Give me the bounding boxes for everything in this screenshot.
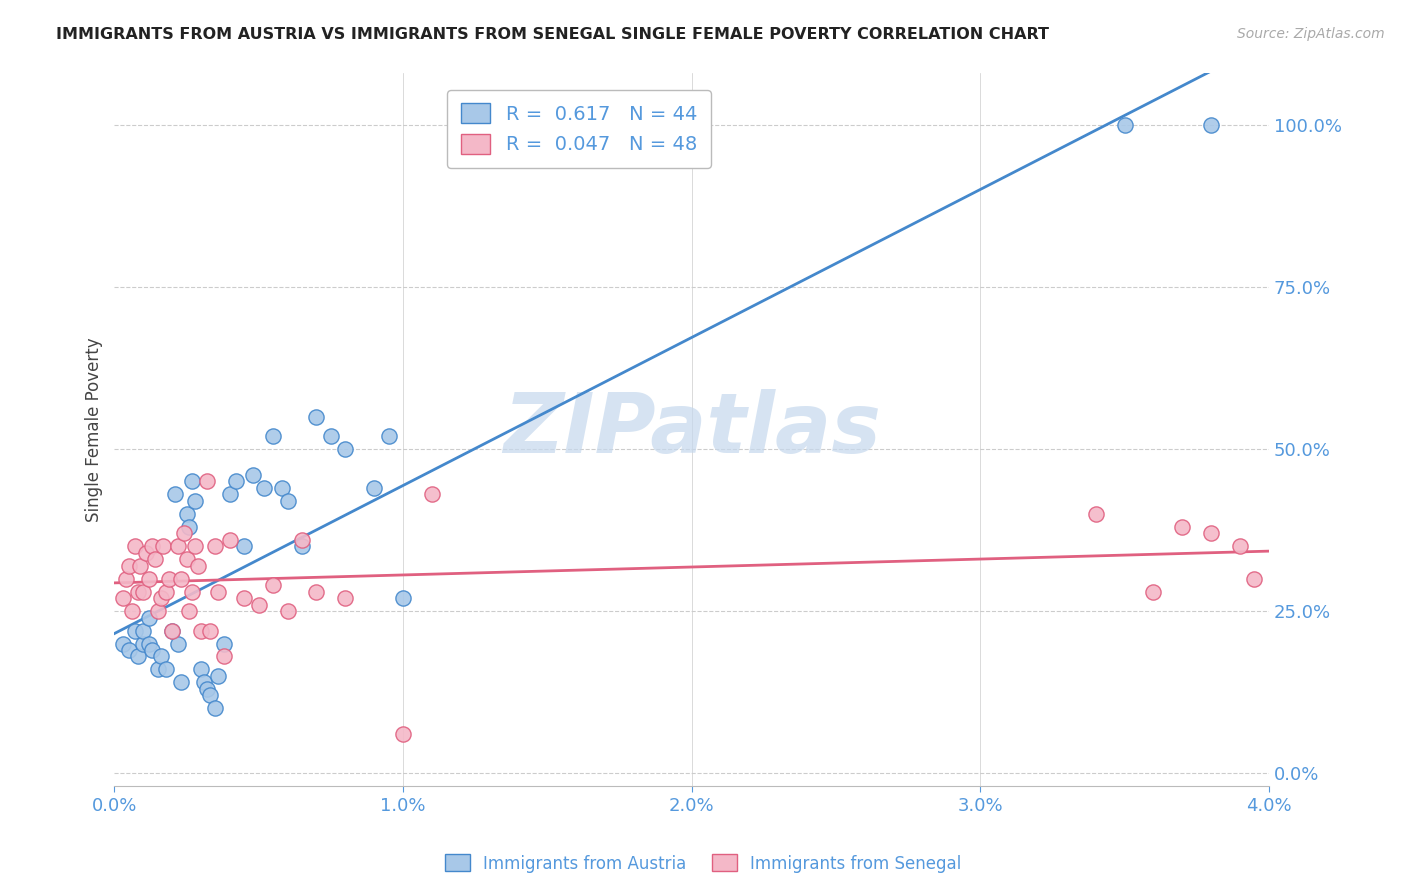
- Point: [112, 591, 135, 606]
- Point: [253, 481, 276, 495]
- Point: [121, 604, 143, 618]
- Point: [118, 558, 141, 573]
- Point: [167, 636, 190, 650]
- Point: [305, 409, 328, 424]
- Point: [132, 584, 155, 599]
- Point: [305, 584, 328, 599]
- Point: [1171, 520, 1194, 534]
- Point: [149, 649, 172, 664]
- Point: [173, 526, 195, 541]
- Point: [132, 624, 155, 638]
- Point: [160, 624, 183, 638]
- Point: [155, 584, 177, 599]
- Point: [124, 624, 146, 638]
- Point: [170, 675, 193, 690]
- Point: [262, 578, 284, 592]
- Point: [135, 546, 157, 560]
- Point: [1243, 572, 1265, 586]
- Point: [291, 533, 314, 547]
- Point: [233, 591, 256, 606]
- Point: [1084, 507, 1107, 521]
- Point: [1114, 118, 1136, 132]
- Point: [277, 604, 299, 618]
- Point: [170, 572, 193, 586]
- Point: [127, 649, 149, 664]
- Point: [115, 572, 138, 586]
- Point: [392, 727, 415, 741]
- Point: [233, 539, 256, 553]
- Point: [1199, 526, 1222, 541]
- Point: [193, 675, 215, 690]
- Point: [207, 584, 229, 599]
- Point: [204, 539, 226, 553]
- Legend: Immigrants from Austria, Immigrants from Senegal: Immigrants from Austria, Immigrants from…: [439, 847, 967, 880]
- Point: [207, 669, 229, 683]
- Point: [184, 494, 207, 508]
- Point: [129, 558, 152, 573]
- Point: [204, 701, 226, 715]
- Point: [420, 487, 443, 501]
- Text: IMMIGRANTS FROM AUSTRIA VS IMMIGRANTS FROM SENEGAL SINGLE FEMALE POVERTY CORRELA: IMMIGRANTS FROM AUSTRIA VS IMMIGRANTS FR…: [56, 27, 1049, 42]
- Point: [152, 539, 174, 553]
- Point: [138, 572, 160, 586]
- Point: [1142, 584, 1164, 599]
- Point: [247, 598, 270, 612]
- Point: [190, 624, 212, 638]
- Point: [198, 624, 221, 638]
- Point: [132, 636, 155, 650]
- Point: [225, 475, 247, 489]
- Point: [181, 584, 204, 599]
- Point: [218, 533, 240, 547]
- Point: [291, 539, 314, 553]
- Point: [118, 643, 141, 657]
- Point: [138, 636, 160, 650]
- Point: [277, 494, 299, 508]
- Point: [143, 552, 166, 566]
- Point: [176, 552, 198, 566]
- Point: [242, 467, 264, 482]
- Point: [377, 429, 399, 443]
- Point: [112, 636, 135, 650]
- Point: [1229, 539, 1251, 553]
- Point: [167, 539, 190, 553]
- Point: [157, 572, 180, 586]
- Point: [218, 487, 240, 501]
- Point: [141, 643, 163, 657]
- Point: [155, 662, 177, 676]
- Point: [179, 604, 201, 618]
- Point: [195, 475, 218, 489]
- Point: [270, 481, 292, 495]
- Point: [363, 481, 385, 495]
- Point: [184, 539, 207, 553]
- Point: [124, 539, 146, 553]
- Point: [1199, 118, 1222, 132]
- Point: [212, 649, 235, 664]
- Point: [149, 591, 172, 606]
- Point: [176, 507, 198, 521]
- Point: [392, 591, 415, 606]
- Point: [138, 610, 160, 624]
- Point: [262, 429, 284, 443]
- Point: [141, 539, 163, 553]
- Point: [335, 442, 357, 456]
- Point: [195, 681, 218, 696]
- Point: [187, 558, 209, 573]
- Point: [190, 662, 212, 676]
- Point: [146, 662, 169, 676]
- Legend: R =  0.617   N = 44, R =  0.047   N = 48: R = 0.617 N = 44, R = 0.047 N = 48: [447, 90, 710, 168]
- Point: [212, 636, 235, 650]
- Point: [160, 624, 183, 638]
- Point: [179, 520, 201, 534]
- Point: [146, 604, 169, 618]
- Point: [127, 584, 149, 599]
- Point: [181, 475, 204, 489]
- Point: [319, 429, 342, 443]
- Y-axis label: Single Female Poverty: Single Female Poverty: [86, 337, 103, 522]
- Point: [335, 591, 357, 606]
- Text: Source: ZipAtlas.com: Source: ZipAtlas.com: [1237, 27, 1385, 41]
- Point: [198, 689, 221, 703]
- Point: [163, 487, 186, 501]
- Text: ZIPatlas: ZIPatlas: [503, 389, 880, 470]
